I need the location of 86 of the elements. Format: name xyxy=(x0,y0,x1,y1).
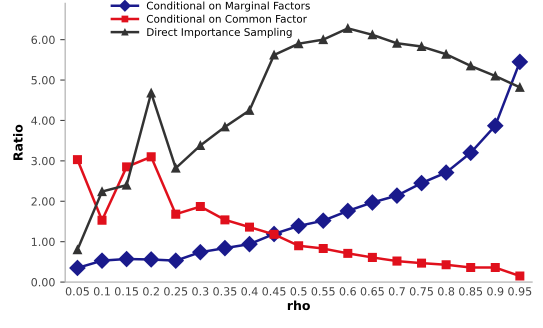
x-tick-label: 0.55 xyxy=(312,287,335,296)
point xyxy=(118,250,135,268)
point xyxy=(315,212,332,229)
point xyxy=(490,71,500,81)
x-tick-label: 0.25 xyxy=(164,287,188,296)
point xyxy=(462,144,479,161)
legend-label: Conditional on Common Factor xyxy=(146,14,307,23)
point xyxy=(466,263,476,272)
point xyxy=(98,216,107,225)
point xyxy=(244,222,254,232)
point xyxy=(270,50,279,60)
point xyxy=(94,252,110,269)
y-axis-title: Ratio xyxy=(13,124,23,160)
point xyxy=(196,140,205,150)
point xyxy=(216,240,233,256)
x-tick-label: 0.45 xyxy=(262,287,286,296)
point xyxy=(290,218,307,234)
point xyxy=(343,24,352,33)
point xyxy=(466,61,476,70)
point xyxy=(146,152,156,162)
point xyxy=(388,188,406,204)
point xyxy=(368,30,377,40)
point xyxy=(220,122,230,132)
point xyxy=(122,162,132,172)
point xyxy=(442,50,451,59)
point xyxy=(220,215,230,224)
x-tick-label: 0.1 xyxy=(94,287,110,296)
x-tick-label: 0.2 xyxy=(143,287,159,296)
x-tick-label: 0.95 xyxy=(508,287,532,296)
point xyxy=(196,202,205,212)
point xyxy=(515,272,524,281)
x-tick-label: 0.05 xyxy=(66,287,89,296)
point xyxy=(171,164,180,173)
x-tick-label: 0.65 xyxy=(360,287,384,296)
y-tick-label: 2.00 xyxy=(32,197,55,206)
point xyxy=(364,194,380,211)
point xyxy=(515,82,524,92)
point xyxy=(168,252,184,269)
x-tick-label: 0.35 xyxy=(213,287,236,296)
point xyxy=(318,35,328,44)
point xyxy=(487,118,504,134)
point xyxy=(442,260,451,270)
point xyxy=(413,175,430,192)
point xyxy=(438,164,454,181)
point xyxy=(368,252,377,262)
x-tick-label: 0.7 xyxy=(388,287,405,296)
point xyxy=(294,39,304,48)
point xyxy=(294,241,304,250)
point xyxy=(143,251,160,268)
point xyxy=(318,244,328,254)
y-tick-label: 4.00 xyxy=(31,116,55,125)
point xyxy=(69,260,86,276)
point xyxy=(392,256,402,266)
point xyxy=(490,263,500,272)
x-tick-label: 0.3 xyxy=(192,287,208,296)
point xyxy=(392,38,402,48)
legend-label: Conditional on Marginal Factors xyxy=(146,2,310,12)
point xyxy=(417,42,426,52)
point xyxy=(512,54,528,70)
point xyxy=(241,236,258,252)
x-tick-label: 0.8 xyxy=(438,287,454,296)
point xyxy=(146,88,156,98)
point xyxy=(417,258,426,268)
x-tick-label: 0.5 xyxy=(290,287,307,296)
x-axis-title: rho xyxy=(288,300,310,310)
x-tick-label: 0.9 xyxy=(487,287,504,296)
y-tick-label: 3.00 xyxy=(32,156,55,166)
point xyxy=(340,202,356,220)
point xyxy=(122,180,132,190)
point xyxy=(72,245,82,254)
x-tick-label: 0.6 xyxy=(340,287,356,296)
y-tick-label: 5.00 xyxy=(32,76,55,84)
x-tick-label: 0.4 xyxy=(241,287,258,296)
point xyxy=(171,210,180,219)
x-tick-label: 0.75 xyxy=(410,287,433,296)
point xyxy=(98,187,107,196)
legend-label: Direct Importance Sampling xyxy=(147,28,292,38)
point xyxy=(192,244,208,260)
point xyxy=(244,106,254,115)
y-tick-label: 1.00 xyxy=(32,238,55,246)
point xyxy=(72,155,82,164)
y-tick-label: 6.00 xyxy=(31,36,55,44)
point xyxy=(343,248,352,258)
y-tick-label: 0.00 xyxy=(31,278,55,286)
x-tick-label: 0.85 xyxy=(459,287,482,296)
x-tick-label: 0.15 xyxy=(114,287,138,296)
